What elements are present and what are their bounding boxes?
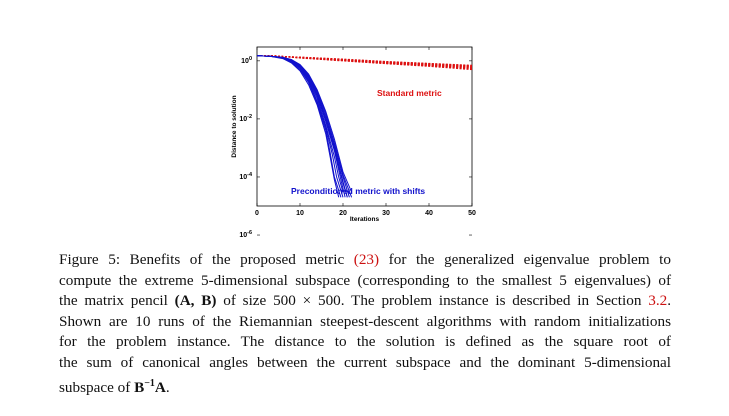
y-axis-label: Distance to solution bbox=[231, 95, 238, 157]
x-tick-label: 20 bbox=[339, 210, 347, 217]
caption-text: of size 500 × 500. The problem instance … bbox=[216, 292, 649, 310]
math-symbol: B bbox=[134, 378, 145, 396]
caption-line: Shown are 10 runs of the Riemannian stee… bbox=[59, 312, 671, 333]
figure: 0 10 20 30 40 50 100 10-2 10-4 10-6 Iterations Dist… bbox=[231, 46, 476, 239]
caption-line: the matrix pencil (A, B) of size 500 × 5… bbox=[59, 291, 671, 312]
x-axis-label: Iterations bbox=[350, 216, 380, 223]
math-symbol: (A, B) bbox=[174, 292, 217, 310]
caption-text: for the problem instance. The distance t… bbox=[59, 333, 671, 351]
preconditioned-run-line bbox=[256, 55, 346, 198]
caption-text: compute the extreme 5-dimensional subspa… bbox=[59, 271, 671, 289]
y-tick-label: 100 bbox=[241, 56, 252, 65]
annotation-standard-metric: Standard metric bbox=[377, 88, 442, 98]
caption-line: for the problem instance. The distance t… bbox=[59, 332, 671, 353]
caption-line: subspace of B−1A. bbox=[59, 374, 671, 399]
x-tick-label: 50 bbox=[468, 210, 476, 217]
caption-line: compute the extreme 5-dimensional subspa… bbox=[59, 271, 671, 292]
x-tick-label: 30 bbox=[382, 210, 390, 217]
x-tick-label: 10 bbox=[296, 210, 304, 217]
plot-frame bbox=[256, 46, 473, 207]
caption-line: the sum of canonical angles between the … bbox=[59, 353, 671, 374]
x-tick-label: 40 bbox=[425, 210, 433, 217]
x-tick-label: 0 bbox=[255, 210, 259, 217]
y-tick-label: 10-6 bbox=[239, 230, 252, 239]
caption-text: . bbox=[165, 378, 170, 396]
y-tick-label: 10-2 bbox=[239, 114, 252, 123]
preconditioned-run-line bbox=[256, 55, 348, 198]
convergence-plot: 0 10 20 30 40 50 100 10-2 10-4 10-6 Iterations Dist… bbox=[231, 46, 476, 239]
caption-text: the matrix pencil bbox=[59, 292, 175, 310]
figure-caption: Figure 5: Benefits of the proposed metri… bbox=[59, 250, 671, 398]
math-superscript: −1 bbox=[144, 377, 155, 389]
standard-metric-run-line bbox=[256, 55, 473, 66]
annotation-preconditioned-metric: Preconditioned metric with shifts bbox=[291, 186, 425, 196]
y-tick-label: 10-4 bbox=[239, 172, 253, 181]
caption-text: Shown are 10 runs of the Riemannian stee… bbox=[59, 312, 671, 330]
math-symbol: A bbox=[154, 378, 166, 396]
caption-line: Figure 5: Benefits of the proposed metri… bbox=[59, 250, 671, 271]
caption-text: for the generalized eigenvalue problem t… bbox=[379, 251, 671, 268]
citation-link[interactable]: (23) bbox=[353, 251, 380, 268]
caption-text: subspace of bbox=[59, 378, 135, 396]
caption-text: . bbox=[667, 292, 671, 310]
caption-text: Figure 5: Benefits of the proposed metri… bbox=[59, 251, 354, 268]
standard-metric-run-line bbox=[257, 55, 473, 71]
citation-link[interactable]: 3.2 bbox=[648, 292, 668, 310]
caption-text: the sum of canonical angles between the … bbox=[59, 353, 671, 371]
